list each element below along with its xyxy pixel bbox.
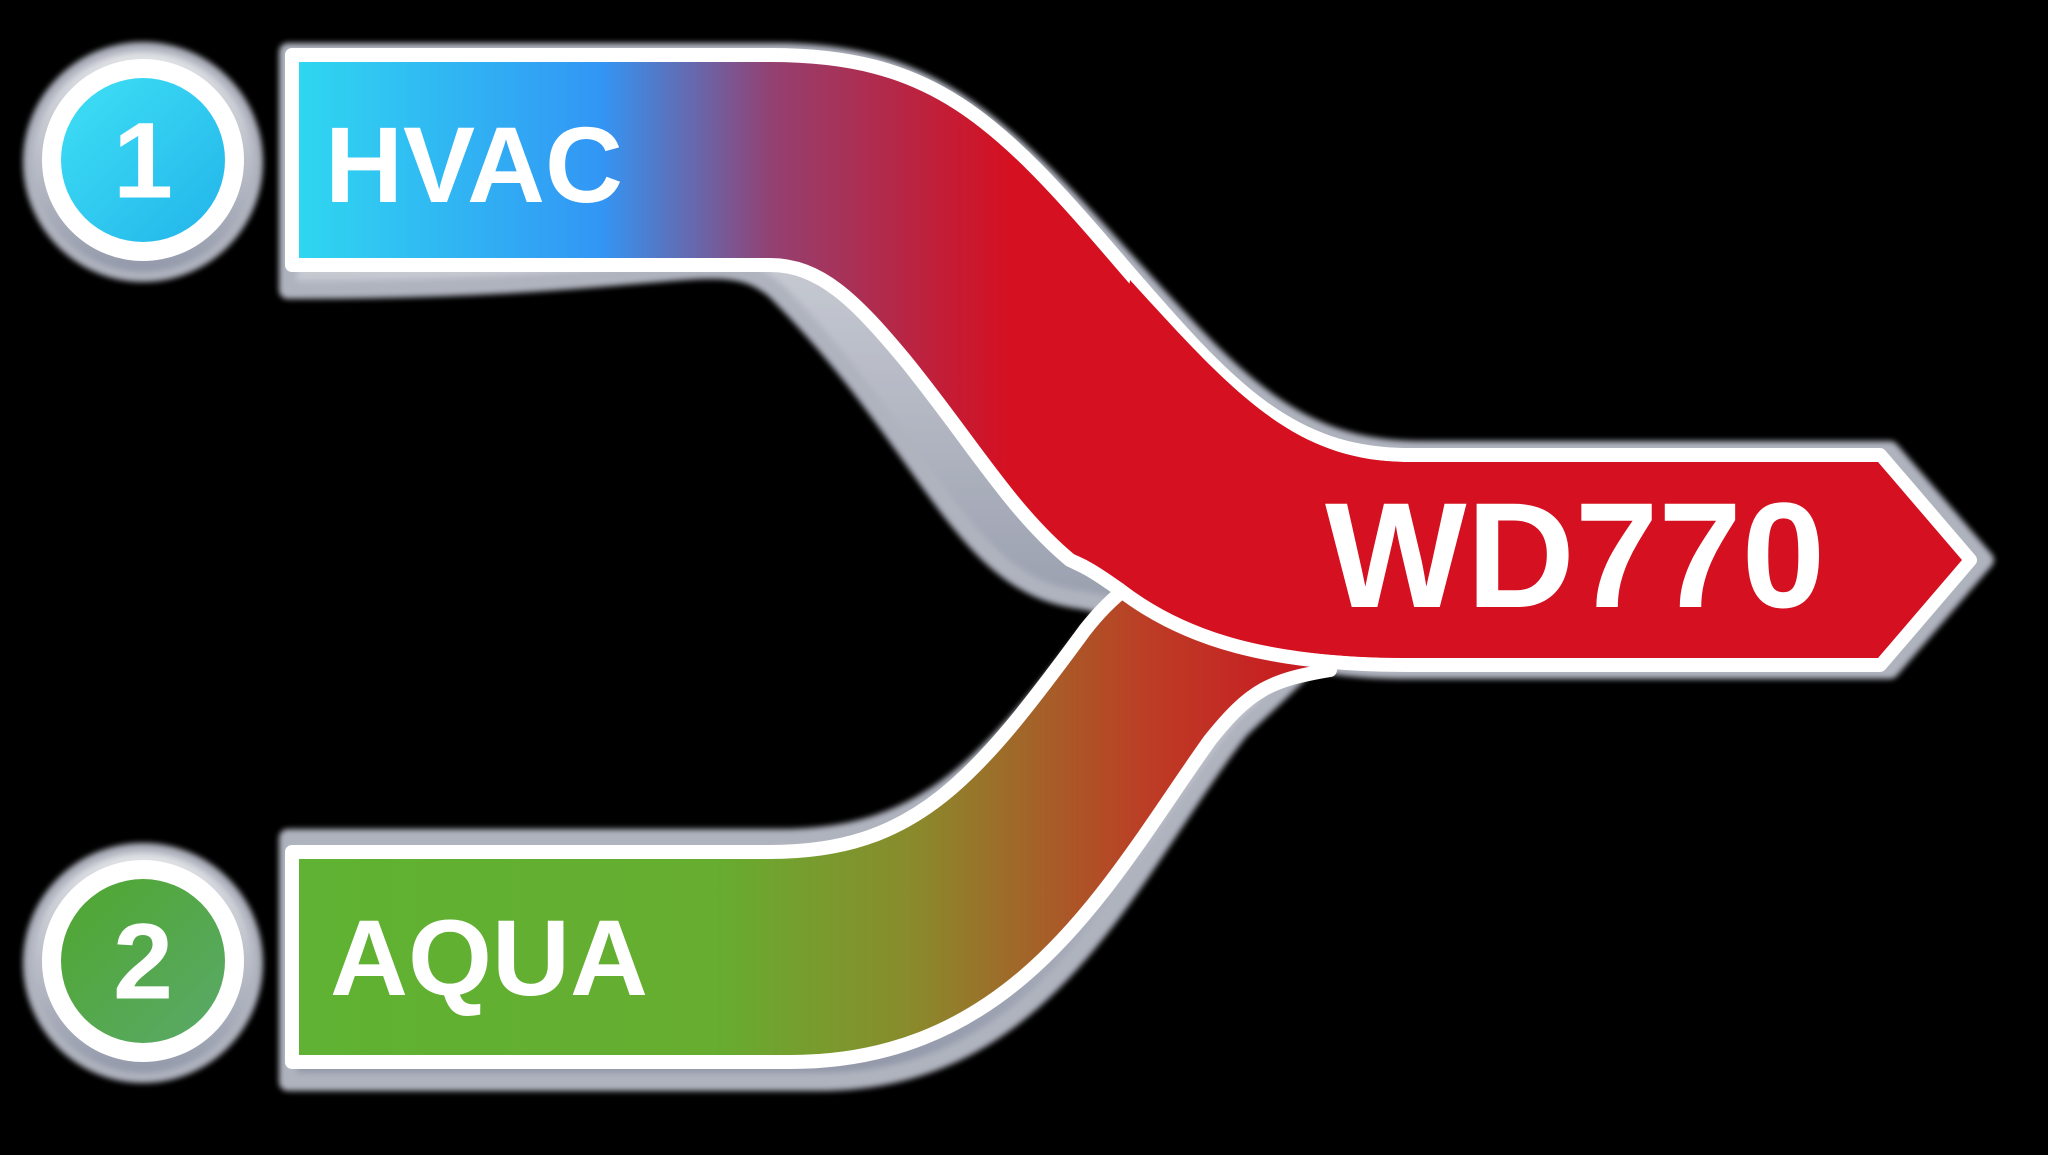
merge-region bbox=[1080, 280, 1962, 658]
badge-2-number: 2 bbox=[113, 901, 173, 1022]
aqua-label: AQUA bbox=[330, 897, 648, 1018]
badge-1-number: 1 bbox=[113, 100, 173, 221]
badge-2: 2 bbox=[42, 860, 244, 1062]
hvac-label: HVAC bbox=[325, 104, 623, 225]
aqua-band bbox=[285, 548, 1337, 1069]
output-label: WD770 bbox=[1325, 471, 1825, 639]
badge-1: 1 bbox=[42, 59, 244, 261]
